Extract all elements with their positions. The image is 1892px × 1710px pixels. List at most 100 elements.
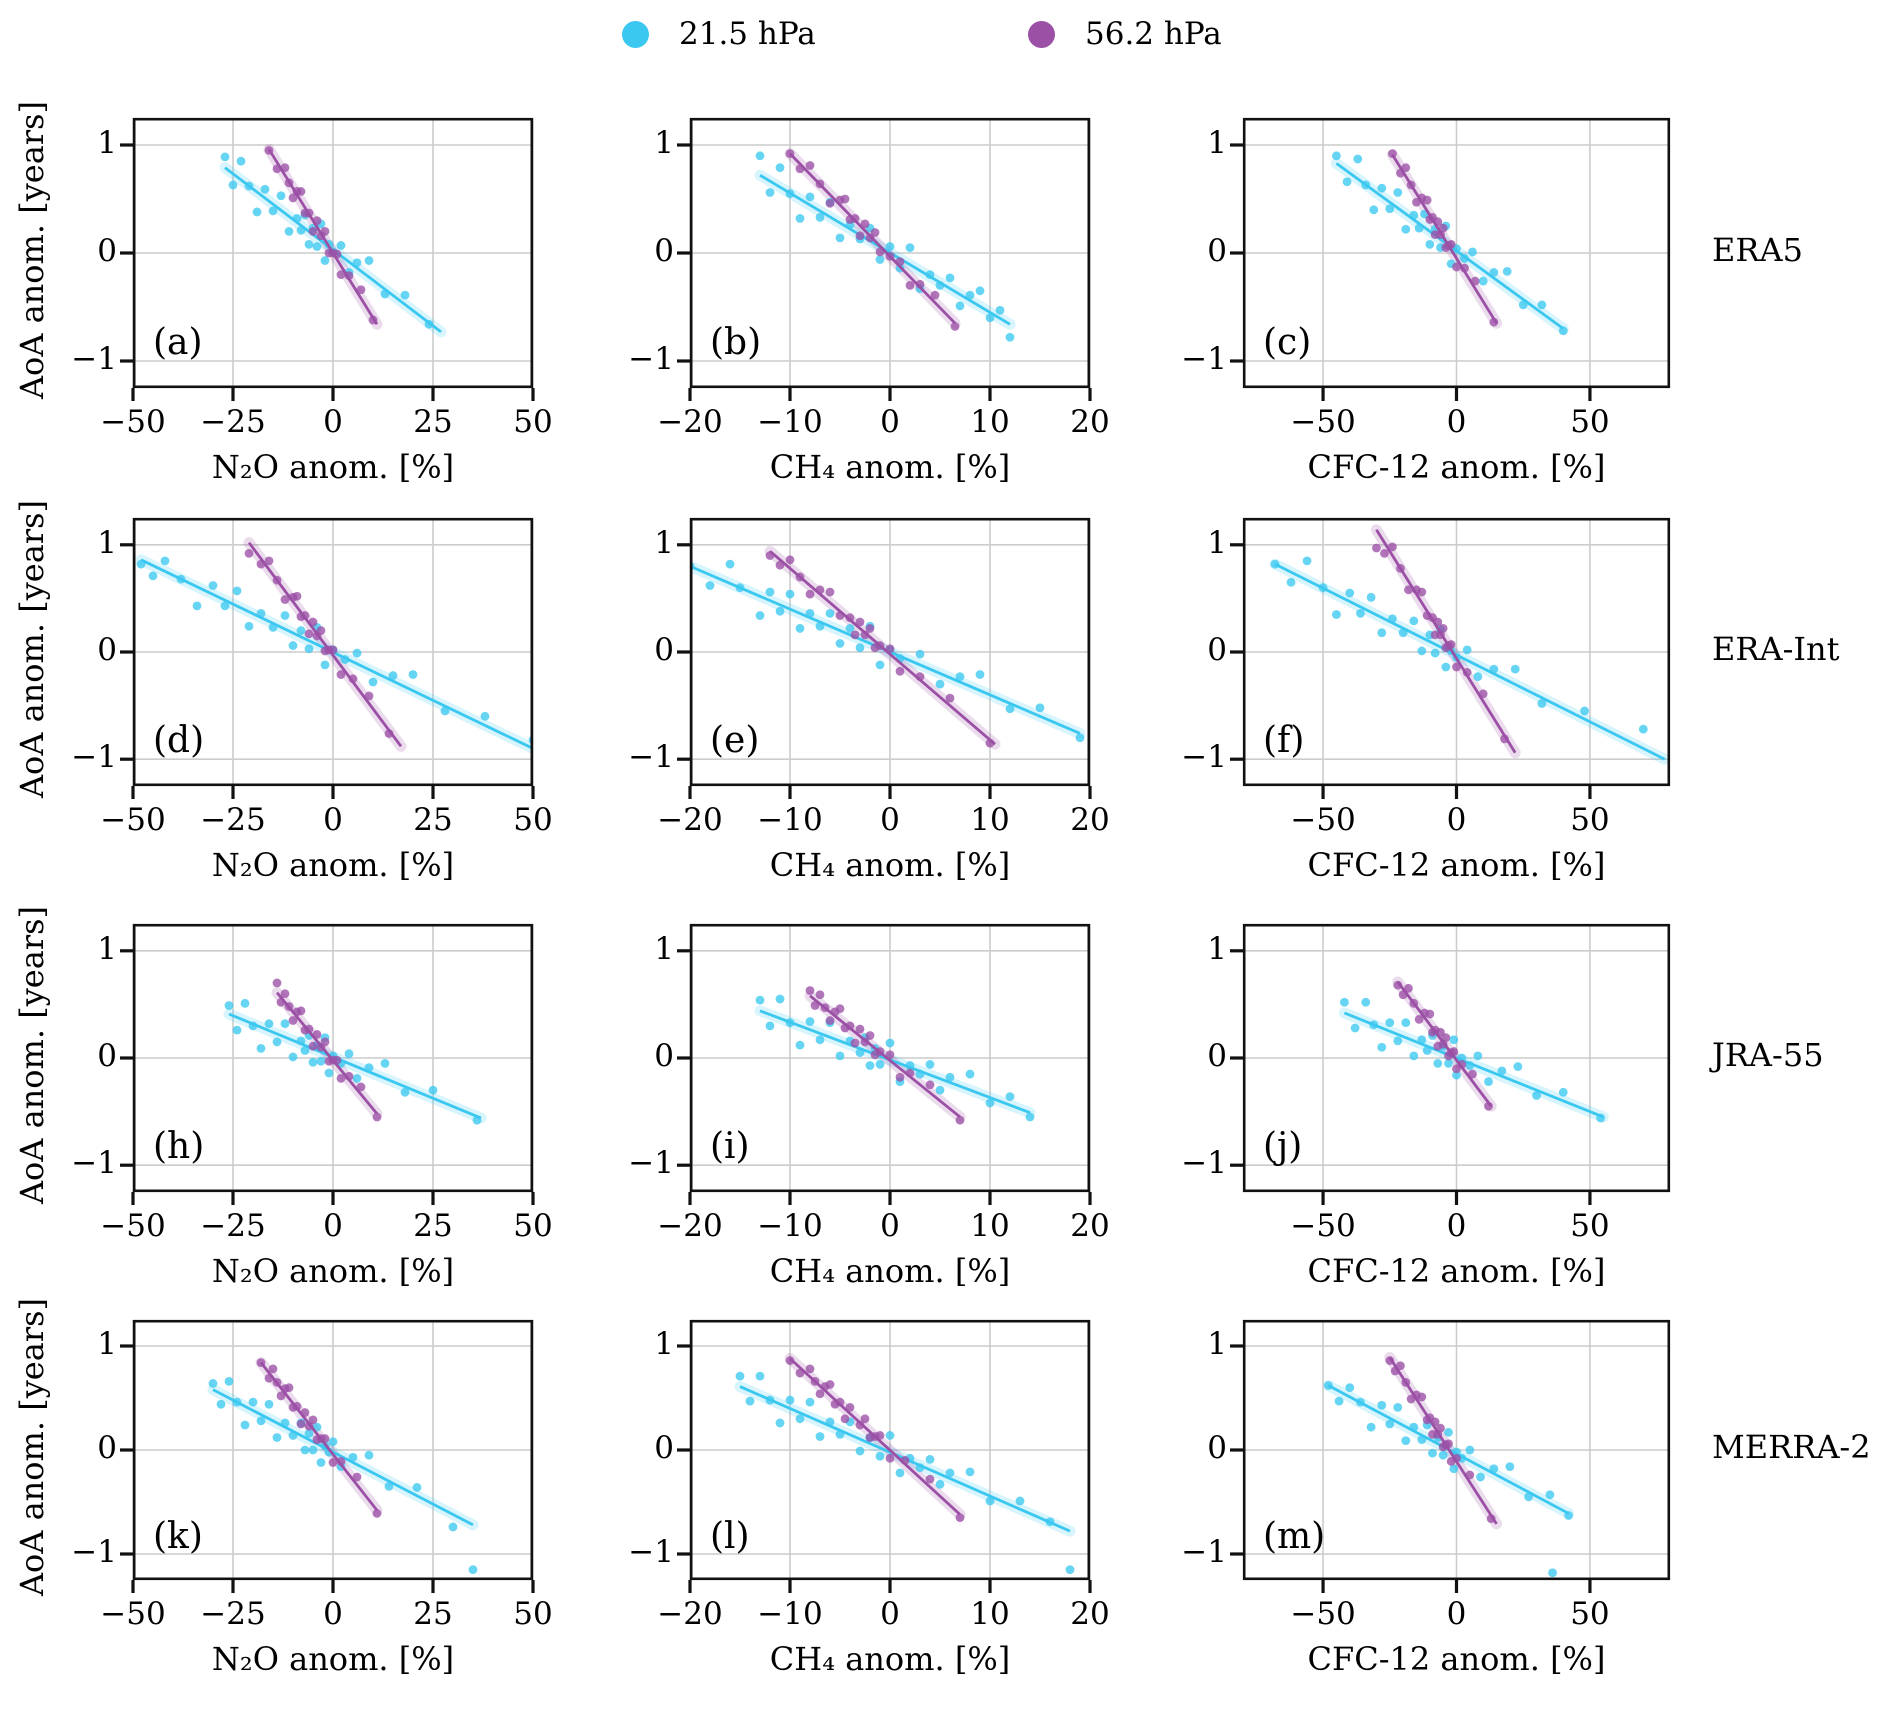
row-label-era5: ERA5 xyxy=(1712,231,1803,269)
y-tick-label: −1 xyxy=(628,341,674,377)
y-tick-label: 0 xyxy=(1207,233,1227,269)
scatter-panel-c xyxy=(1230,117,1671,401)
y-tick-label: −1 xyxy=(1181,1145,1227,1182)
panel-letter: (d) xyxy=(153,720,205,762)
x-tick-label: −20 xyxy=(657,1596,723,1632)
x-tick-label: −10 xyxy=(757,1208,823,1244)
y-tick-label: 1 xyxy=(654,125,674,161)
x-tick-label: 0 xyxy=(880,1596,900,1632)
y-tick-label: −1 xyxy=(71,1534,117,1570)
y-axis-label: AoA anom. [years] xyxy=(13,905,51,1205)
x-tick-label: −10 xyxy=(757,802,823,838)
scatter-panel-f xyxy=(1230,517,1671,799)
y-tick-label: −1 xyxy=(1181,739,1227,776)
x-tick-label: 0 xyxy=(1446,1208,1467,1244)
legend-item-21.5hPa: 21.5 hPa xyxy=(622,16,816,52)
panel-letter: (k) xyxy=(153,1515,203,1557)
x-tick-label: −50 xyxy=(1290,1596,1356,1632)
y-axis-label: AoA anom. [years] xyxy=(13,100,51,400)
y-tick-label: −1 xyxy=(1181,341,1227,377)
panel-letter: (m) xyxy=(1263,1515,1326,1557)
x-axis-label: N₂O anom. [%] xyxy=(211,1640,455,1678)
y-tick-label: 1 xyxy=(1207,930,1227,967)
panel-letter: (f) xyxy=(1263,720,1305,762)
y-tick-label: 0 xyxy=(97,233,117,269)
scatter-panel-e xyxy=(677,517,1092,799)
y-tick-label: 0 xyxy=(654,1038,674,1074)
x-axis-label: CFC-12 anom. [%] xyxy=(1307,846,1606,884)
y-axis-label: AoA anom. [years] xyxy=(13,499,51,799)
y-tick-label: 1 xyxy=(654,930,674,967)
x-tick-label: −50 xyxy=(100,404,166,440)
legend-marker-21.5hPa-icon xyxy=(622,20,649,48)
y-tick-label: 0 xyxy=(1207,632,1227,668)
x-tick-label: 0 xyxy=(323,1596,343,1632)
x-tick-label: 0 xyxy=(1446,404,1467,440)
x-tick-label: 0 xyxy=(323,1208,343,1244)
legend-label-21.5hPa: 21.5 hPa xyxy=(679,16,816,52)
legend-marker-56.2hPa-icon xyxy=(1028,20,1055,48)
panel-letter: (j) xyxy=(1263,1126,1303,1168)
x-axis-label: N₂O anom. [%] xyxy=(211,1252,455,1290)
x-axis-label: CH₄ anom. [%] xyxy=(769,448,1011,486)
x-tick-label: −25 xyxy=(200,1596,266,1632)
x-tick-label: −25 xyxy=(200,404,266,440)
y-tick-label: 1 xyxy=(1207,524,1227,561)
y-tick-label: −1 xyxy=(1181,1534,1227,1570)
x-axis-label: CFC-12 anom. [%] xyxy=(1307,1252,1606,1290)
x-tick-label: −50 xyxy=(1290,404,1356,440)
x-axis-label: N₂O anom. [%] xyxy=(211,448,455,486)
y-tick-label: 1 xyxy=(654,1326,674,1362)
x-tick-label: −50 xyxy=(100,1596,166,1632)
y-tick-label: 1 xyxy=(654,524,674,561)
y-tick-label: 1 xyxy=(97,930,117,967)
scatter-panel-m xyxy=(1230,1319,1671,1593)
panel-letter: (i) xyxy=(710,1126,750,1168)
panel-letter: (h) xyxy=(153,1126,205,1168)
x-tick-label: 0 xyxy=(880,1208,900,1244)
scatter-panel-i xyxy=(677,923,1092,1205)
x-tick-label: −20 xyxy=(657,404,723,440)
x-tick-label: −20 xyxy=(657,802,723,838)
x-axis-label: CH₄ anom. [%] xyxy=(769,1640,1011,1678)
x-tick-label: 50 xyxy=(1570,404,1610,440)
x-tick-label: −50 xyxy=(1290,802,1356,838)
row-label-jra-55: JRA-55 xyxy=(1712,1036,1824,1074)
x-axis-label: N₂O anom. [%] xyxy=(211,846,455,884)
x-axis-label: CFC-12 anom. [%] xyxy=(1307,1640,1606,1678)
x-axis-label: CH₄ anom. [%] xyxy=(769,846,1011,884)
y-tick-label: −1 xyxy=(628,1145,674,1182)
panel-letter: (b) xyxy=(710,322,762,364)
x-tick-label: 50 xyxy=(513,1208,553,1244)
legend-label-56.2hPa: 56.2 hPa xyxy=(1085,16,1222,52)
y-tick-label: −1 xyxy=(628,739,674,776)
y-tick-label: 1 xyxy=(97,524,117,561)
x-tick-label: 20 xyxy=(1070,1596,1110,1632)
y-tick-label: 0 xyxy=(1207,1430,1227,1466)
y-tick-label: 0 xyxy=(654,233,674,269)
x-tick-label: −10 xyxy=(757,404,823,440)
y-tick-label: 1 xyxy=(97,1326,117,1362)
x-tick-label: 50 xyxy=(513,1596,553,1632)
x-tick-label: 10 xyxy=(970,1596,1010,1632)
scatter-panel-b xyxy=(677,117,1092,401)
x-tick-label: 10 xyxy=(970,404,1010,440)
y-tick-label: 0 xyxy=(97,1430,117,1466)
x-tick-label: −25 xyxy=(200,1208,266,1244)
panel-letter: (l) xyxy=(710,1515,750,1557)
row-label-merra-2: MERRA-2 xyxy=(1712,1428,1871,1466)
x-tick-label: 0 xyxy=(1446,1596,1467,1632)
x-tick-label: 20 xyxy=(1070,802,1110,838)
x-tick-label: 0 xyxy=(323,802,343,838)
x-tick-label: 25 xyxy=(413,1596,453,1632)
scatter-panel-d xyxy=(120,517,535,799)
scatter-panel-h xyxy=(120,923,535,1205)
x-tick-label: 50 xyxy=(513,802,553,838)
x-tick-label: 0 xyxy=(1446,802,1467,838)
x-tick-label: −50 xyxy=(1290,1208,1356,1244)
x-axis-label: CH₄ anom. [%] xyxy=(769,1252,1011,1290)
x-tick-label: 0 xyxy=(323,404,343,440)
y-tick-label: −1 xyxy=(71,1145,117,1182)
x-tick-label: −25 xyxy=(200,802,266,838)
y-tick-label: 1 xyxy=(97,125,117,161)
